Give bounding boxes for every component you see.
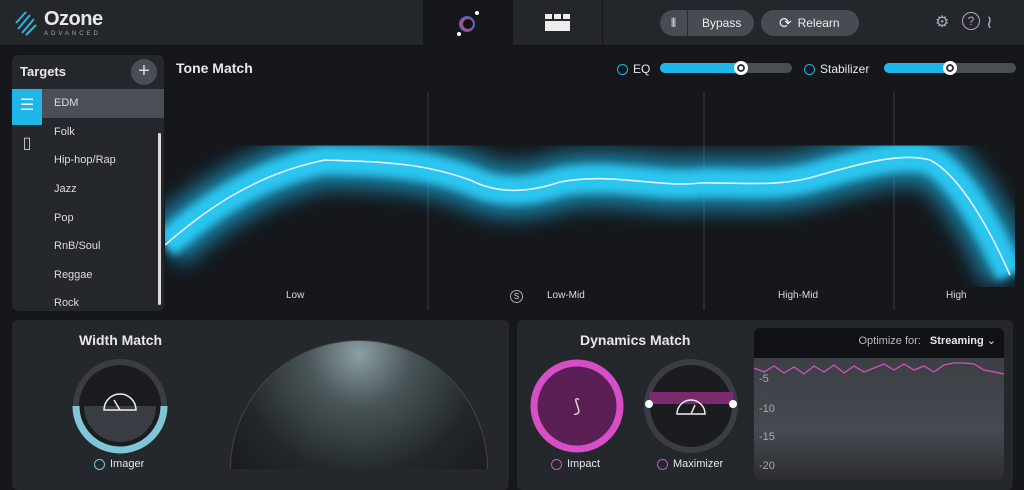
- target-item[interactable]: Jazz: [54, 183, 77, 196]
- tab-master-assistant[interactable]: [423, 0, 513, 46]
- band-label-high: High: [946, 290, 967, 301]
- settings-icon[interactable]: ⚙: [935, 14, 950, 31]
- vectorscope: [230, 340, 488, 469]
- stabilizer-label: Stabilizer: [804, 62, 869, 76]
- targets-scrollbar[interactable]: [158, 133, 161, 305]
- stabilizer-power-icon[interactable]: [804, 64, 815, 76]
- width-match-panel: Width Match Imager: [12, 320, 509, 490]
- target-item[interactable]: Pop: [54, 211, 74, 224]
- tone-match-graph[interactable]: [0, 0, 1024, 320]
- modules-icon: [544, 14, 570, 31]
- optimize-dropdown[interactable]: Optimize for: Streaming ⌄: [858, 335, 997, 347]
- ozone-logo: Ozone ADVANCED: [14, 8, 103, 37]
- bypass-button[interactable]: ⫴ Bypass: [660, 10, 754, 36]
- chevron-down-icon: ⌄: [986, 335, 996, 347]
- tab-modules[interactable]: [513, 0, 603, 46]
- band-label-low: Low: [286, 290, 305, 301]
- help-icon[interactable]: ?: [962, 12, 980, 30]
- loudness-line: [754, 362, 1004, 375]
- svg-text:⟆: ⟆: [573, 396, 580, 417]
- tone-curve: [165, 156, 1011, 276]
- bypass-icon: ⫴: [660, 10, 688, 36]
- target-item[interactable]: Reggae: [54, 269, 93, 282]
- relearn-icon: ⟳: [779, 15, 792, 32]
- target-item[interactable]: RnB/Soul: [54, 240, 101, 253]
- top-bar: Ozone ADVANCED ⫴ Bypass ⟳ Relearn ⚙ ? ≀: [0, 0, 1024, 46]
- targets-panel: Targets + ☰ ▯ EDM Folk Hip-hop/Rap Jazz …: [12, 55, 164, 311]
- target-item[interactable]: Hip-hop/Rap: [54, 154, 116, 167]
- eq-slider[interactable]: [660, 61, 792, 75]
- targets-title: Targets: [20, 64, 66, 79]
- imager-power-icon[interactable]: [94, 458, 105, 470]
- master-assistant-icon: [457, 11, 479, 36]
- imager-knob[interactable]: [72, 358, 168, 454]
- solo-button[interactable]: S: [510, 290, 523, 303]
- impact-power-icon[interactable]: [551, 458, 562, 470]
- tone-match-title: Tone Match: [176, 60, 253, 76]
- add-target-button[interactable]: +: [131, 59, 157, 85]
- impact-knob[interactable]: ⟆: [529, 358, 625, 454]
- imager-label: Imager: [94, 458, 144, 470]
- maximizer-power-icon[interactable]: [657, 458, 668, 470]
- maximizer-knob[interactable]: [643, 358, 739, 454]
- izotope-logo-icon: ≀: [986, 12, 993, 32]
- band-label-high-mid: High-Mid: [778, 290, 819, 301]
- target-item[interactable]: Folk: [54, 125, 75, 138]
- impact-label: Impact: [551, 458, 600, 470]
- file-target-icon[interactable]: ▯: [22, 135, 32, 152]
- relearn-button[interactable]: ⟳ Relearn: [761, 10, 859, 36]
- eq-power-icon[interactable]: [617, 64, 628, 76]
- loudness-graph: Optimize for: Streaming ⌄ -5 -10 -15 -20: [754, 328, 1004, 480]
- target-item[interactable]: EDM: [42, 89, 164, 118]
- ozone-logo-icon: [15, 10, 37, 36]
- target-item[interactable]: Rock: [54, 296, 80, 309]
- maximizer-label: Maximizer: [657, 458, 723, 470]
- eq-label: EQ: [617, 62, 650, 76]
- list-view-icon[interactable]: ☰: [12, 89, 42, 125]
- band-label-low-mid: Low-Mid: [547, 290, 585, 301]
- stabilizer-slider[interactable]: [884, 61, 1016, 75]
- dynamics-match-panel: Dynamics Match ⟆ Impact Maximizer Optimi…: [517, 320, 1013, 490]
